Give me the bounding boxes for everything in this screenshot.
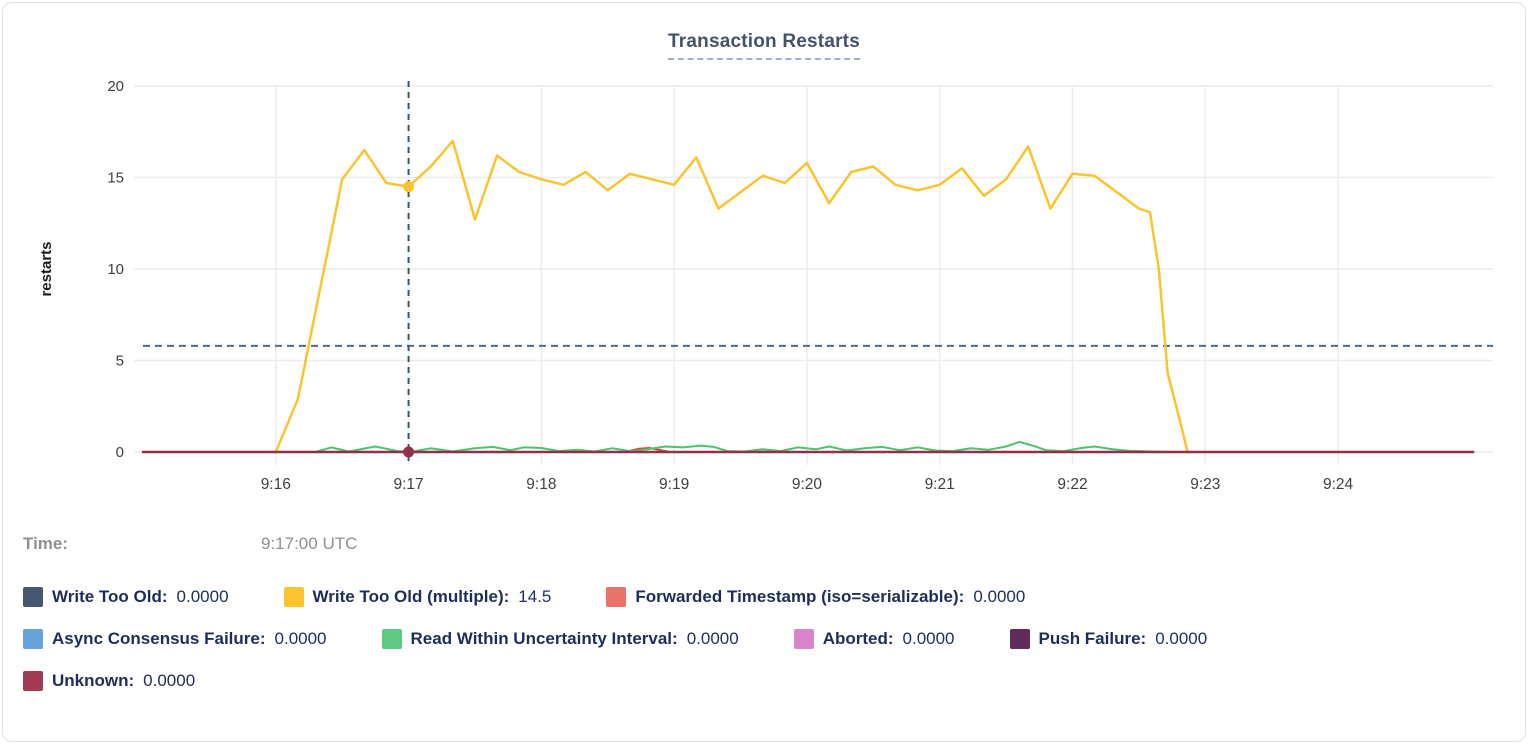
- legend-swatch: [23, 671, 43, 691]
- legend-item-forwarded-timestamp-iso-serializable[interactable]: Forwarded Timestamp (iso=serializable): 0…: [606, 587, 1025, 607]
- x-tick-label: 9:16: [261, 476, 291, 493]
- legend-value: 0.0000: [176, 587, 229, 606]
- chart-legend: Write Too Old: 0.0000 Write Too Old (multi…: [23, 587, 1509, 713]
- legend-value: 0.0000: [274, 629, 327, 648]
- legend-swatch: [23, 629, 43, 649]
- y-tick-label: 5: [116, 353, 124, 370]
- legend-row: Async Consensus Failure: 0.0000 Read Withi…: [23, 629, 1509, 649]
- x-tick-label: 9:20: [792, 476, 823, 493]
- y-tick-label: 0: [116, 444, 124, 461]
- transaction-restarts-chart[interactable]: 0 5 10 15 20 9:16 9:17 9:18 9:19 9:20 9:21 9:22 9:23…: [3, 3, 1528, 523]
- y-tick-label: 20: [107, 78, 124, 95]
- legend-label: Aborted:: [822, 629, 894, 648]
- chart-header: Transaction Restarts: [3, 31, 1525, 60]
- series-line-write-too-old-multiple: [274, 139, 1189, 454]
- legend-label: Write Too Old:: [52, 587, 168, 606]
- legend-label: Push Failure:: [1038, 629, 1147, 648]
- legend-swatch: [283, 587, 304, 607]
- hover-time-readout: Time: 9:17:00 UTC: [23, 534, 357, 554]
- x-tick-label: 9:17: [393, 476, 423, 493]
- legend-label: Unknown:: [52, 671, 135, 690]
- legend-item-read-within-uncertainty-interval[interactable]: Read Within Uncertainty Interval: 0.0000: [381, 629, 739, 649]
- legend-swatch: [381, 629, 402, 649]
- legend-value: 0.0000: [973, 587, 1026, 606]
- y-tick-label: 10: [107, 261, 124, 278]
- legend-swatch: [606, 587, 627, 607]
- y-tick-label: 15: [107, 170, 124, 187]
- x-tick-label: 9:18: [526, 476, 556, 493]
- hover-time-value: 9:17:00 UTC: [261, 534, 358, 553]
- legend-item-async-consensus-failure[interactable]: Async Consensus Failure: 0.0000: [23, 629, 327, 649]
- legend-value: 0.0000: [686, 629, 739, 648]
- hover-time-label: Time:: [23, 534, 69, 553]
- legend-value: 0.0000: [1155, 629, 1208, 648]
- y-axis-label: restarts: [38, 241, 55, 296]
- legend-value: 14.5: [518, 587, 552, 606]
- chart-title[interactable]: Transaction Restarts: [668, 31, 860, 60]
- legend-label: Async Consensus Failure:: [52, 629, 266, 648]
- legend-item-write-too-old[interactable]: Write Too Old: 0.0000: [23, 587, 229, 607]
- legend-label: Forwarded Timestamp (iso=serializable):: [635, 587, 965, 606]
- legend-swatch: [23, 587, 43, 607]
- legend-row: Unknown: 0.0000: [23, 671, 1509, 691]
- legend-label: Read Within Uncertainty Interval:: [410, 629, 678, 648]
- legend-item-push-failure[interactable]: Push Failure: 0.0000: [1009, 629, 1208, 649]
- x-tick-label: 9:19: [659, 476, 689, 493]
- legend-row: Write Too Old: 0.0000 Write Too Old (multi…: [23, 587, 1509, 607]
- x-tick-label: 9:23: [1190, 476, 1220, 493]
- legend-item-write-too-old-multiple[interactable]: Write Too Old (multiple): 14.5: [283, 587, 552, 607]
- legend-item-unknown[interactable]: Unknown: 0.0000: [23, 671, 195, 691]
- legend-swatch: [1009, 629, 1030, 649]
- legend-value: 0.0000: [143, 671, 196, 690]
- x-tick-label: 9:22: [1057, 476, 1087, 493]
- hover-dot-unknown: [403, 446, 415, 458]
- legend-label: Write Too Old (multiple):: [312, 587, 510, 606]
- hover-dot-write-too-old-multiple: [403, 181, 415, 193]
- legend-value: 0.0000: [902, 629, 955, 648]
- series-line-read-within-uncertainty-interval: [314, 440, 1171, 453]
- x-tick-label: 9:21: [925, 476, 955, 493]
- legend-swatch: [793, 629, 814, 649]
- x-tick-label: 9:24: [1323, 476, 1354, 493]
- legend-item-aborted[interactable]: Aborted: 0.0000: [793, 629, 955, 649]
